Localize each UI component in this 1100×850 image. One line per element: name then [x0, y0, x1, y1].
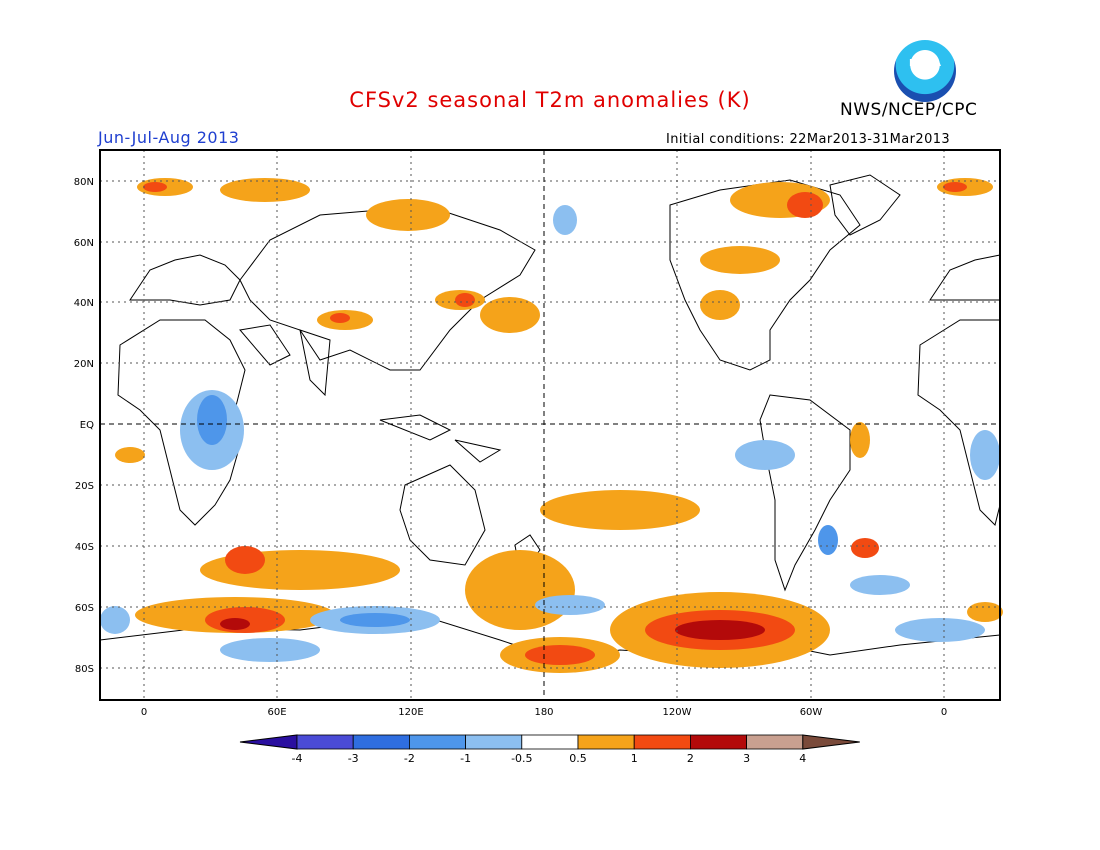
colorbar-label: 2 [687, 752, 694, 765]
colorbar-label: -1 [460, 752, 471, 765]
colorbar-swatch [408, 734, 466, 750]
graticule [100, 150, 1000, 700]
lon-label: 0 [941, 707, 947, 718]
agency-label: NWS/NCEP/CPC [840, 100, 978, 120]
season-label: Jun-Jul-Aug 2013 [98, 128, 240, 147]
map-frame [99, 149, 1001, 701]
colorbar-label: 3 [743, 752, 750, 765]
anomaly-patches [100, 178, 1003, 673]
lat-label: 80S [75, 664, 94, 675]
lon-label: 60W [800, 707, 823, 718]
colorbar-label: 4 [799, 752, 806, 765]
lon-labels: 0 60E 120E 180 120W 60W 0 [141, 707, 947, 718]
lat-labels: 80N 60N 40N 20N EQ 20S 40S 60S 80S [74, 177, 94, 675]
colorbar-swatch [746, 734, 804, 750]
colorbar-swatch [521, 734, 579, 750]
colorbar-label: -3 [348, 752, 359, 765]
colorbar-label: -4 [292, 752, 303, 765]
lat-label: 80N [74, 177, 94, 188]
colorbar-label: 1 [631, 752, 638, 765]
colorbar-label: 0.5 [569, 752, 587, 765]
colorbar-arrow-high [802, 734, 860, 750]
lat-label: 40S [75, 542, 94, 553]
lat-label: 40N [74, 298, 94, 309]
colorbar-label: -0.5 [511, 752, 532, 765]
equator-dateline [100, 150, 1000, 700]
lat-label: EQ [80, 420, 94, 431]
noaa-logo-text: NOAA [908, 58, 942, 69]
colorbar-swatch [577, 734, 635, 750]
colorbar-swatch [352, 734, 410, 750]
colorbar: -4 -3 -2 -1 -0.5 0.5 1 2 3 4 [239, 734, 860, 765]
colorbar-swatch [296, 734, 354, 750]
lon-label: 60E [267, 707, 286, 718]
lon-label: 0 [141, 707, 147, 718]
lon-label: 120W [663, 707, 692, 718]
colorbar-swatch [690, 734, 748, 750]
colorbar-label: -2 [404, 752, 415, 765]
lon-label: 120E [398, 707, 423, 718]
chart-title: CFSv2 seasonal T2m anomalies (K) [349, 88, 751, 112]
lat-label: 60S [75, 603, 94, 614]
initial-conditions-label: Initial conditions: 22Mar2013-31Mar2013 [666, 132, 951, 147]
noaa-logo [894, 40, 956, 102]
colorbar-swatch [465, 734, 523, 750]
lat-label: 20S [75, 481, 94, 492]
lon-label: 180 [534, 707, 553, 718]
lat-label: 20N [74, 359, 94, 370]
lat-label: 60N [74, 238, 94, 249]
colorbar-arrow-low [239, 734, 298, 750]
colorbar-swatch [633, 734, 691, 750]
